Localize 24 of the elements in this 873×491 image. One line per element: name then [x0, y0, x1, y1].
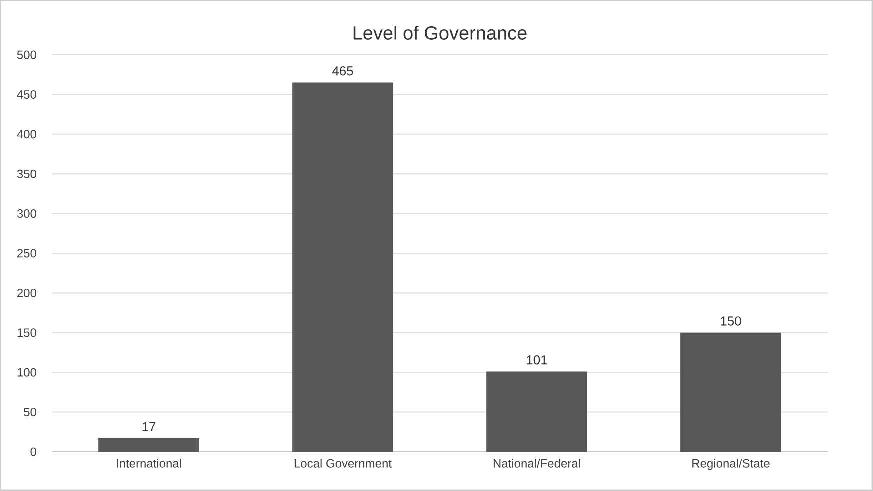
y-tick-label: 400 [17, 130, 36, 139]
y-tick-label: 0 [30, 448, 36, 456]
bar [486, 372, 588, 452]
y-tick-label: 450 [17, 90, 36, 99]
y-tick-label: 100 [18, 368, 36, 377]
x-tick-label: National/Federal [494, 459, 580, 468]
x-tick-label: Local Government [294, 459, 392, 468]
y-tick-label: 150 [18, 328, 36, 338]
y-tick-label: 250 [18, 249, 36, 258]
data-label: 150 [721, 316, 742, 326]
data-label: 17 [142, 422, 156, 432]
y-tick-label: 200 [18, 288, 36, 298]
data-label: 465 [332, 66, 354, 76]
x-tick-label: International [117, 459, 182, 468]
bar [680, 332, 782, 452]
y-tick-label: 350 [17, 170, 36, 178]
y-tick-label: 500 [17, 50, 36, 60]
chart-title: Level of Governance [354, 26, 527, 40]
y-tick-label: 50 [24, 408, 36, 417]
y-tick-label: 300 [17, 210, 36, 218]
bar [292, 82, 394, 452]
data-label: 101 [527, 356, 548, 365]
bar [98, 438, 200, 452]
x-tick-label: Regional/State [692, 459, 770, 470]
